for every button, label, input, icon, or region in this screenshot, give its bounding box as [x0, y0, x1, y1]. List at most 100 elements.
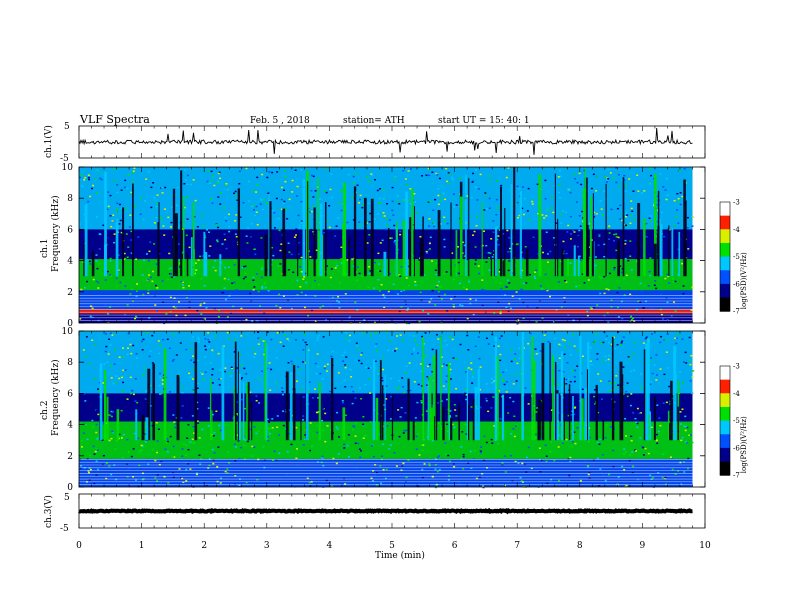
spectrogram-pixel: [492, 231, 495, 233]
sferic-line: [668, 225, 670, 277]
spectrogram-pixel: [261, 208, 264, 211]
spectrogram-pixel: [257, 337, 260, 339]
spectrogram-pixel: [317, 336, 320, 339]
sferic-line: [637, 203, 641, 277]
spectrogram-pixel: [324, 319, 327, 321]
sferic-line: [342, 407, 346, 441]
spectrogram-pixel: [316, 353, 319, 355]
spectrogram-pixel: [661, 453, 664, 456]
spectrogram-pixel: [500, 184, 503, 187]
ytick-label: 2: [67, 288, 73, 298]
spectrogram-pixel: [442, 192, 445, 195]
spectrogram-pixel: [345, 356, 348, 358]
spectrogram-pixel: [112, 382, 115, 385]
spectrogram-pixel: [116, 303, 119, 305]
spectrogram-pixel: [428, 242, 431, 245]
spectrogram-pixel: [191, 438, 194, 441]
spectrogram-pixel: [496, 226, 499, 228]
spectrogram-pixel: [295, 448, 298, 450]
spectrogram-pixel: [639, 282, 642, 285]
spectrogram-band: [79, 290, 693, 309]
spectrogram-pixel: [240, 446, 243, 449]
spectrogram-pixel: [181, 455, 184, 457]
spectrogram-pixel: [470, 406, 473, 408]
spectrogram-pixel: [587, 464, 590, 467]
spectrogram-pixel: [348, 315, 351, 318]
spectrogram-pixel: [446, 423, 449, 426]
spectrogram-pixel: [389, 395, 392, 398]
spectrogram-pixel: [681, 338, 684, 340]
sferic-line: [440, 334, 442, 441]
sferic-line: [449, 415, 452, 441]
spectrogram-pixel: [428, 218, 431, 220]
spectrogram-pixel: [326, 220, 329, 222]
spectrogram-pixel: [674, 473, 677, 475]
spectrogram-pixel: [155, 217, 158, 219]
spectrogram-pixel: [545, 215, 548, 217]
spectrogram-pixel: [356, 345, 359, 347]
spectrogram-pixel: [185, 468, 188, 471]
spectrogram-pixel: [258, 402, 261, 404]
spectrogram-pixel: [212, 266, 215, 269]
spectrogram-pixel: [438, 295, 441, 298]
spectrogram-pixel: [527, 446, 530, 449]
spectrogram-pixel: [109, 332, 112, 335]
spectrogram-pixel: [95, 280, 98, 283]
spectrogram-pixel: [593, 389, 596, 391]
spectrogram-pixel: [370, 173, 373, 175]
ytick-label: 8: [67, 194, 73, 204]
spectrogram-pixel: [649, 274, 652, 277]
spectrogram-pixel: [211, 413, 214, 416]
spectrogram-pixel: [275, 357, 278, 359]
spectrogram-pixel: [109, 215, 112, 217]
spectrogram-pixel: [267, 192, 270, 194]
spectrogram-pixel: [636, 174, 639, 177]
spectrogram-pixel: [619, 204, 622, 207]
spectrogram-pixel: [612, 239, 615, 242]
spectrogram-pixel: [539, 470, 542, 473]
spectrogram-pixel: [201, 249, 204, 251]
spectrogram-pixel: [587, 473, 590, 476]
sferic-line: [531, 336, 534, 441]
spectrogram-pixel: [341, 354, 344, 357]
spectrogram-pixel: [455, 357, 458, 360]
sferic-line: [519, 191, 522, 277]
ch3-waveform-trace: [78, 507, 693, 515]
spectrogram-pixel: [474, 263, 477, 265]
spectrogram-pixel: [418, 454, 421, 456]
spectrogram-pixel: [443, 246, 446, 248]
spectrogram-pixel: [588, 256, 591, 259]
spectrogram-pixel: [600, 277, 603, 279]
spectrogram-pixel: [425, 250, 428, 253]
spectrogram-pixel: [127, 174, 130, 176]
spectrogram-pixel: [360, 450, 363, 452]
spectrogram-pixel: [217, 226, 220, 229]
spectrogram-pixel: [113, 168, 116, 170]
spectrogram-pixel: [555, 309, 558, 311]
spectrogram-pixel: [295, 234, 298, 236]
spectrogram-pixel: [270, 368, 273, 371]
spectrogram-pixel: [244, 407, 247, 410]
spectrogram-pixel: [103, 363, 106, 365]
spectrogram-pixel: [280, 231, 283, 234]
spectrogram-pixel: [608, 225, 611, 227]
spectrogram-pixel: [403, 289, 406, 292]
spectrogram-pixel: [481, 304, 484, 307]
spectrogram-pixel: [537, 352, 540, 355]
sferic-line: [643, 218, 646, 277]
spectrogram-pixel: [677, 197, 680, 200]
spectrogram-pixel: [323, 190, 326, 193]
spectrogram-pixel: [112, 227, 115, 230]
spectrogram-pixel: [96, 436, 99, 439]
spectrogram-pixel: [628, 178, 631, 180]
spectrogram-pixel: [140, 401, 143, 404]
spectrogram-pixel: [261, 286, 264, 288]
spectrogram-pixel: [502, 233, 505, 235]
spectrogram-pixel: [198, 437, 201, 439]
spectrogram-pixel: [508, 260, 511, 262]
spectrogram-pixel: [363, 319, 366, 321]
spectrogram-pixel: [518, 214, 521, 217]
sferic-line: [353, 186, 357, 277]
spectrogram-pixel: [431, 171, 434, 173]
sferic-line: [611, 336, 614, 441]
